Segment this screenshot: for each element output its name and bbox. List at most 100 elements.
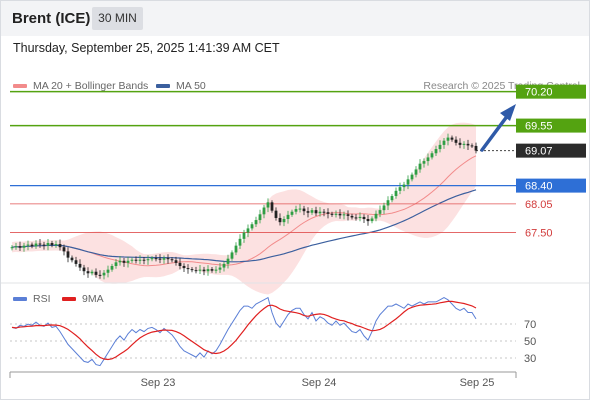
- candle: [198, 265, 202, 275]
- candle-body: [302, 208, 306, 212]
- candle: [438, 140, 442, 153]
- candlesticks: [10, 133, 478, 280]
- candle: [106, 265, 110, 278]
- candle-body: [214, 269, 218, 271]
- candle: [38, 238, 42, 248]
- candle-body: [198, 269, 202, 271]
- moving-averages: [11, 155, 477, 267]
- support-label-2: 67.50: [525, 228, 553, 240]
- candle-body: [42, 244, 46, 246]
- candle: [30, 242, 34, 249]
- candle-body: [170, 259, 174, 261]
- candle-body: [54, 244, 58, 246]
- candle: [206, 265, 210, 276]
- candle: [102, 270, 106, 280]
- rsi-ma-line: [11, 300, 477, 361]
- candle: [254, 216, 258, 227]
- candle: [130, 257, 134, 263]
- candle-body: [206, 269, 210, 272]
- candle: [434, 145, 438, 156]
- candle-body: [366, 219, 370, 222]
- candle-body: [254, 220, 258, 225]
- candle-body: [262, 207, 266, 215]
- candle-body: [310, 210, 314, 213]
- candle-body: [270, 202, 274, 211]
- candle-body: [374, 213, 378, 219]
- candle-body: [426, 157, 430, 162]
- candle: [374, 210, 378, 222]
- rsi-line: [11, 296, 477, 367]
- candle: [446, 133, 450, 146]
- candle: [238, 234, 242, 249]
- candle: [466, 139, 470, 151]
- candle-body: [14, 246, 18, 248]
- candle: [118, 256, 122, 266]
- candle: [234, 242, 238, 256]
- candle-body: [38, 243, 42, 245]
- candle: [390, 193, 394, 203]
- forecast-arrow-head: [500, 104, 516, 121]
- x-label-sep24: Sep 24: [302, 377, 337, 389]
- candle-body: [246, 228, 250, 233]
- last-price-label: 69.07: [516, 143, 586, 158]
- candle-body: [86, 271, 90, 274]
- candle: [242, 229, 246, 243]
- candle: [122, 258, 126, 267]
- candle: [94, 268, 98, 278]
- candle: [334, 210, 338, 218]
- candle: [42, 241, 46, 250]
- candle-body: [130, 259, 134, 261]
- candle-body: [210, 269, 214, 271]
- candle: [298, 203, 302, 213]
- candle-body: [390, 196, 394, 201]
- candle: [226, 254, 230, 269]
- candle-body: [402, 184, 406, 188]
- candle: [414, 166, 418, 178]
- candle-body: [58, 244, 62, 248]
- candle: [406, 175, 410, 190]
- candle: [114, 258, 118, 269]
- candle-body: [418, 163, 422, 170]
- resistance-label-1-text: 69.55: [525, 121, 553, 133]
- candle-body: [146, 259, 150, 261]
- candle: [86, 267, 90, 278]
- candle-body: [362, 216, 366, 220]
- legend-rsi-ma: 9MA: [62, 293, 104, 305]
- last-price-label-text: 69.07: [525, 146, 553, 158]
- candle: [46, 239, 50, 251]
- candle: [314, 206, 318, 216]
- candle-body: [238, 238, 242, 246]
- candle-body: [138, 259, 142, 261]
- candle-body: [106, 269, 110, 273]
- candle: [146, 255, 150, 265]
- candle: [350, 213, 354, 220]
- candle-body: [78, 263, 82, 268]
- candle-body: [266, 202, 270, 208]
- candle-body: [74, 260, 78, 264]
- candle-body: [370, 218, 374, 222]
- candle-body: [346, 214, 350, 216]
- candle: [266, 198, 270, 213]
- candle: [158, 254, 162, 264]
- candle-body: [226, 258, 230, 264]
- candle: [78, 259, 82, 271]
- candle-body: [274, 210, 278, 218]
- date-label: Thursday, September 25, 2025 1:41:39 AM …: [13, 41, 280, 55]
- candle-body: [430, 153, 434, 158]
- candle-body: [378, 210, 382, 214]
- candle: [142, 257, 146, 265]
- candle: [278, 213, 282, 226]
- candle-body: [190, 269, 194, 271]
- rsi-tick-70: 70: [524, 319, 536, 331]
- candle-body: [414, 169, 418, 175]
- candle-body: [182, 265, 186, 269]
- last-price-label-box: [516, 143, 586, 158]
- timeframe-button[interactable]: 30 MIN: [92, 7, 143, 30]
- candle-body: [286, 214, 290, 220]
- candle-body: [358, 216, 362, 218]
- candle: [74, 256, 78, 267]
- candle: [358, 212, 362, 222]
- candle: [214, 266, 218, 274]
- candle: [162, 255, 166, 264]
